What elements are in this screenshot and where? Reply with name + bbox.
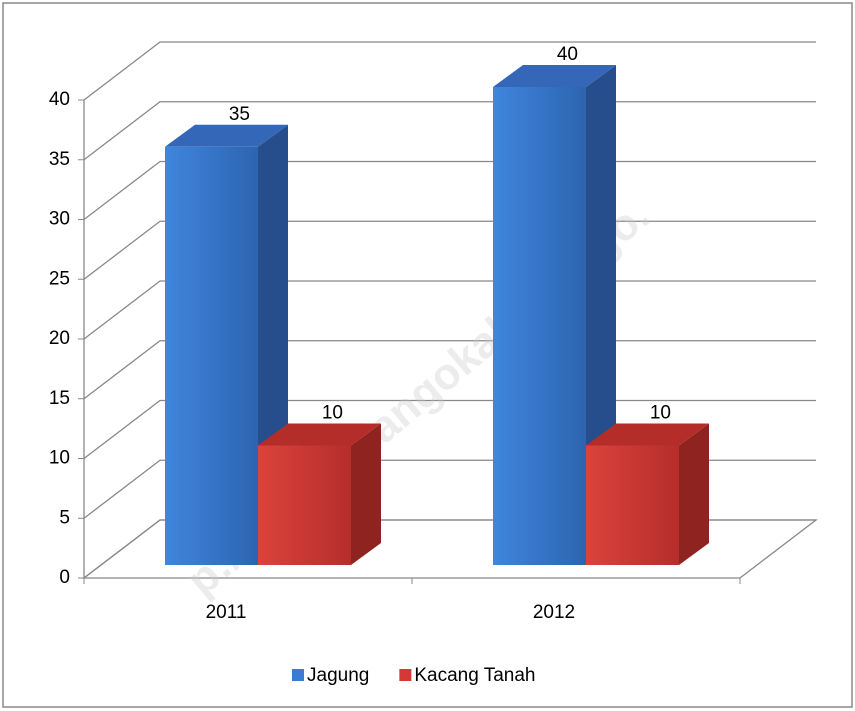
- bar-face: [165, 124, 288, 147]
- grid-line: [83, 41, 816, 101]
- y-tick-label: 20: [49, 328, 70, 349]
- y-tick-label: 30: [49, 209, 70, 230]
- value-label: 35: [229, 104, 250, 125]
- legend-swatch: [292, 669, 304, 681]
- value-label: 40: [557, 44, 578, 65]
- bar-face: [258, 423, 381, 446]
- y-tick-label: 10: [49, 448, 70, 469]
- y-tick-label: 5: [59, 507, 70, 528]
- x-tick-label: 2012: [533, 602, 575, 623]
- y-tick-label: 25: [49, 268, 70, 289]
- bar-face: [258, 445, 351, 565]
- value-label: 10: [322, 403, 343, 424]
- legend-label: Jagung: [307, 665, 369, 686]
- y-tick-label: 0: [59, 567, 70, 588]
- bar-face: [493, 87, 586, 565]
- bar: [258, 423, 381, 565]
- y-tick-label: 40: [49, 89, 70, 110]
- bar: [586, 423, 709, 565]
- bar-face: [586, 423, 709, 446]
- x-tick-label: 2011: [206, 602, 247, 623]
- legend-label: Kacang Tanah: [414, 665, 535, 686]
- bar-face: [493, 65, 616, 87]
- bar-face: [165, 146, 258, 565]
- bar-face: [679, 423, 709, 565]
- bar-face: [351, 423, 381, 565]
- y-tick-label: 35: [49, 149, 70, 170]
- value-label: 10: [650, 403, 671, 424]
- y-tick-label: 15: [49, 388, 70, 409]
- legend-swatch: [399, 669, 412, 681]
- bar: [165, 124, 288, 565]
- bar-face: [586, 445, 679, 565]
